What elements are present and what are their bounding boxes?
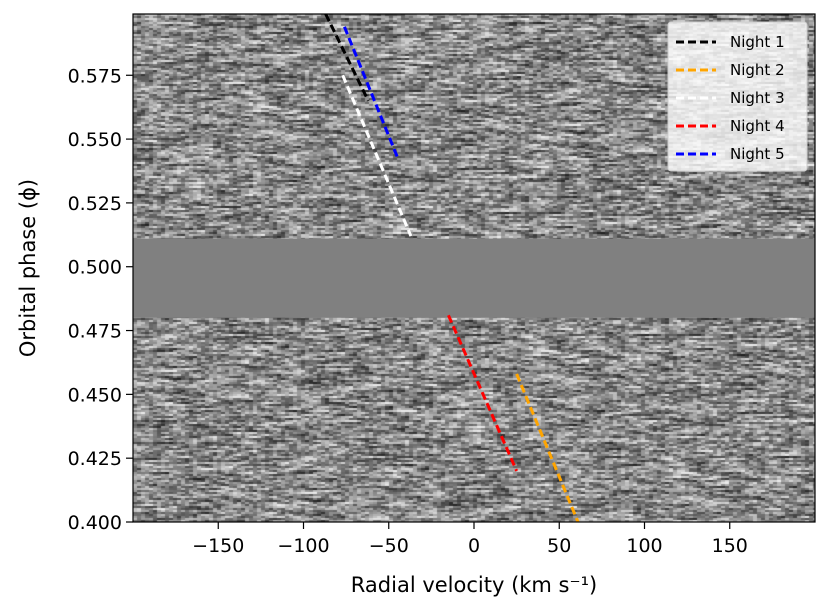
y-tick-label: 0.500 [68,257,122,279]
y-axis-label: Orbital phase (ϕ) [16,179,40,357]
x-tick-label: −100 [277,535,329,557]
y-tick-label: 0.400 [68,512,122,534]
series-line-night-4 [447,314,518,472]
series-line-night-3 [341,74,413,237]
legend: Night 1 Night 2 Night 3 Night 4 Night 5 [667,21,808,172]
legend-label-night-4: Night 4 [730,117,785,135]
legend-label-night-2: Night 2 [730,61,785,79]
y-tick-label: 0.425 [68,448,122,470]
masked-phase-band [133,238,815,318]
x-tick-label: 50 [547,535,571,557]
legend-box [667,21,808,172]
y-tick-label: 0.475 [68,321,122,343]
x-tick-label: −50 [369,535,409,557]
x-tick-label: −150 [192,535,244,557]
y-tick-label: 0.525 [68,193,122,215]
y-tick-label: 0.550 [68,129,122,151]
legend-label-night-3: Night 3 [730,89,785,107]
x-axis-label: Radial velocity (km s⁻¹) [351,573,597,597]
x-tick-label: 0 [468,535,480,557]
series-line-night-1 [324,14,370,102]
x-tick-label: 100 [626,535,662,557]
y-tick-label: 0.450 [68,384,122,406]
legend-label-night-5: Night 5 [730,145,785,163]
x-tick-label: 150 [712,535,748,557]
series-line-night-2 [515,373,580,522]
legend-label-night-1: Night 1 [730,33,785,51]
y-tick-label: 0.575 [68,65,122,87]
